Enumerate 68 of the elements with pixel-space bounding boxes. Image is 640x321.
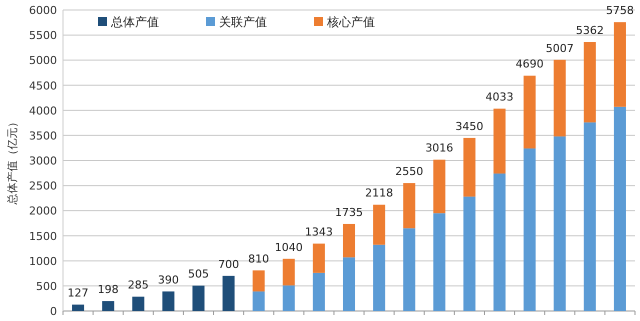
legend-label: 总体产值 — [110, 15, 159, 29]
bar — [614, 22, 626, 107]
total-label: 700 — [218, 258, 240, 271]
y-axis-title: 总体产值（亿元） — [6, 116, 19, 206]
total-label: 810 — [248, 252, 270, 266]
bar — [162, 291, 174, 311]
total-label: 5758 — [606, 4, 634, 18]
total-label: 390 — [158, 273, 179, 286]
y-tick-label: 5500 — [29, 29, 57, 42]
bar — [192, 286, 204, 311]
bar — [403, 228, 416, 311]
total-label: 5007 — [546, 42, 574, 55]
legend-label: 核心产值 — [326, 15, 375, 29]
y-tick-label: 2500 — [29, 180, 57, 193]
total-label: 1343 — [304, 226, 333, 239]
total-label: 2550 — [395, 165, 424, 178]
bar — [342, 257, 356, 311]
y-tick-label: 5000 — [29, 54, 57, 68]
total-label: 3016 — [425, 142, 454, 155]
bar — [584, 122, 596, 311]
total-label: 2118 — [365, 186, 394, 200]
bar — [72, 304, 84, 311]
legend-label: 关联产值 — [219, 15, 267, 29]
y-tick-label: 0 — [50, 305, 57, 318]
bar — [222, 276, 235, 311]
bar — [463, 196, 476, 311]
bar — [463, 138, 476, 197]
y-tick-label: 4000 — [29, 104, 57, 118]
bar — [433, 160, 446, 214]
bar — [252, 291, 265, 311]
bar — [403, 183, 416, 228]
total-label: 4690 — [516, 58, 544, 71]
total-label: 285 — [128, 278, 149, 292]
total-label: 3450 — [455, 120, 484, 133]
bar — [494, 108, 506, 174]
bar — [373, 204, 386, 245]
bar — [373, 244, 386, 311]
y-tick-label: 2000 — [29, 204, 57, 218]
bar — [524, 148, 536, 311]
bar — [584, 42, 596, 122]
bar — [252, 270, 265, 292]
y-tick-label: 4500 — [29, 79, 57, 92]
y-tick-label: 3000 — [29, 154, 57, 168]
y-tick-label: 6000 — [29, 4, 57, 17]
bar — [312, 244, 325, 273]
total-label: 505 — [188, 268, 209, 281]
y-tick-label: 1500 — [29, 230, 57, 243]
bar — [433, 213, 446, 311]
total-label: 1040 — [274, 240, 303, 254]
bar — [342, 224, 356, 258]
total-label: 4033 — [486, 90, 514, 104]
y-tick-label: 3500 — [29, 129, 57, 142]
y-tick-label: 500 — [36, 280, 57, 293]
bar — [554, 136, 566, 311]
total-label: 5362 — [576, 24, 604, 38]
bar — [282, 258, 295, 286]
bar — [312, 272, 325, 311]
total-label: 198 — [98, 283, 119, 296]
bar — [132, 296, 144, 311]
y-tick-label: 1000 — [29, 254, 57, 268]
bar — [614, 106, 626, 311]
total-label: 127 — [68, 286, 89, 300]
bar — [524, 76, 536, 148]
bar — [282, 285, 295, 311]
bar — [494, 174, 506, 311]
bar — [102, 301, 114, 311]
bar — [554, 60, 566, 136]
total-label: 1735 — [335, 206, 363, 219]
